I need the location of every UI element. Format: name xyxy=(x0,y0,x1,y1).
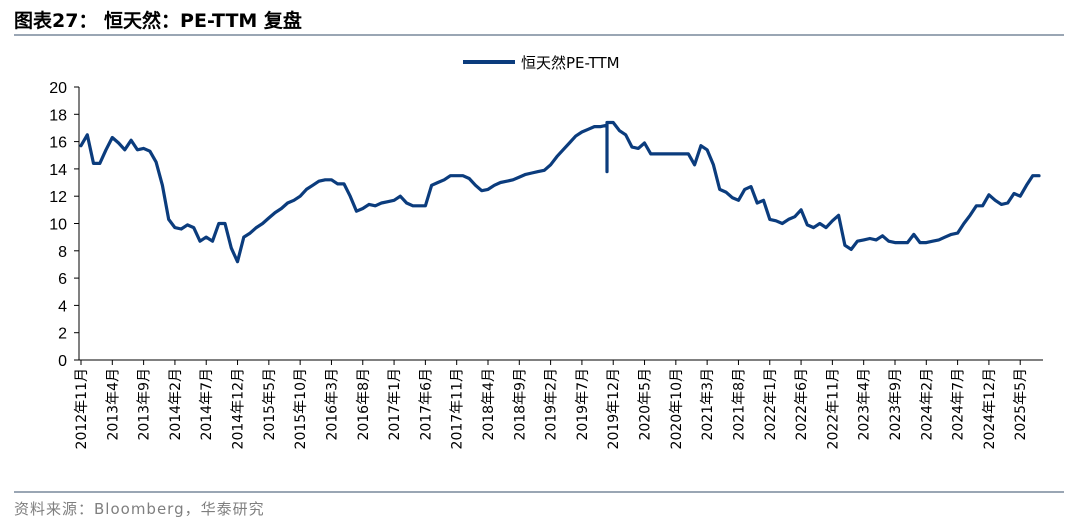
x-tick-label: 2021年3月 xyxy=(700,368,716,441)
y-tick-label: 2 xyxy=(58,326,67,343)
x-tick-label: 2018年4月 xyxy=(481,368,497,441)
x-tick-label: 2016年8月 xyxy=(356,368,372,441)
x-tick-label: 2024年2月 xyxy=(919,368,935,441)
y-tick-label: 12 xyxy=(49,189,67,206)
x-tick-label: 2020年5月 xyxy=(638,368,654,441)
series-group xyxy=(79,120,1041,264)
source-note: 资料来源：Bloomberg，华泰研究 xyxy=(14,500,265,518)
x-tick-label: 2022年1月 xyxy=(763,368,779,441)
x-tick-label: 2017年11月 xyxy=(450,368,466,449)
y-tick-label: 20 xyxy=(49,80,67,97)
x-tick-label: 2023年4月 xyxy=(857,368,873,441)
top-divider xyxy=(14,34,1064,36)
x-tick-label: 2018年9月 xyxy=(512,368,528,441)
y-tick-label: 0 xyxy=(58,353,67,370)
y-tick-label: 10 xyxy=(49,217,67,234)
legend-label: 恒天然PE-TTM xyxy=(521,54,620,72)
x-tick-label: 2014年7月 xyxy=(199,368,215,441)
x-tick-label: 2014年2月 xyxy=(168,368,184,441)
x-tick-label: 2015年5月 xyxy=(262,368,278,441)
x-tick-label: 2021年8月 xyxy=(731,368,747,441)
x-tick-label: 2014年12月 xyxy=(231,368,247,449)
x-tick-label: 2012年11月 xyxy=(74,368,90,449)
bottom-divider xyxy=(14,491,1064,493)
x-tick-label: 2023年9月 xyxy=(888,368,904,441)
x-tick-label: 2022年6月 xyxy=(794,368,810,441)
x-tick-label: 2024年12月 xyxy=(982,368,998,449)
x-tick-label: 2013年9月 xyxy=(137,368,153,441)
y-tick-label: 14 xyxy=(49,162,67,179)
series-line xyxy=(79,120,1041,264)
x-tick-label: 2022年11月 xyxy=(825,368,841,449)
x-tick-label: 2017年6月 xyxy=(418,368,434,441)
y-tick-label: 6 xyxy=(58,271,67,288)
y-tick-label: 8 xyxy=(58,244,67,261)
x-tick-label: 2017年1月 xyxy=(387,368,403,441)
x-tick-label: 2015年10月 xyxy=(293,368,309,449)
chart-title: 图表27： 恒天然：PE-TTM 复盘 xyxy=(14,10,302,32)
x-tick-label: 2019年12月 xyxy=(606,368,622,449)
x-tick-label: 2016年3月 xyxy=(324,368,340,441)
y-tick-label: 4 xyxy=(58,298,67,315)
x-tick-label: 2013年4月 xyxy=(105,368,121,441)
y-tick-label: 16 xyxy=(49,135,67,152)
y-axis-ticks: 0 2 4 6 8 10 12 14 16 18 20 xyxy=(49,80,79,370)
legend: 恒天然PE-TTM xyxy=(463,54,620,72)
x-axis-ticks: 2012年11月 2013年4月 2013年9月 2014年2月 2014年7月 2014… xyxy=(74,360,1029,449)
x-tick-label: 2019年7月 xyxy=(575,368,591,441)
y-tick-label: 18 xyxy=(49,107,67,124)
x-tick-label: 2024年7月 xyxy=(951,368,967,441)
x-tick-label: 2020年10月 xyxy=(669,368,685,449)
x-tick-label: 2019年2月 xyxy=(544,368,560,441)
x-tick-label: 2025年5月 xyxy=(1013,368,1029,441)
